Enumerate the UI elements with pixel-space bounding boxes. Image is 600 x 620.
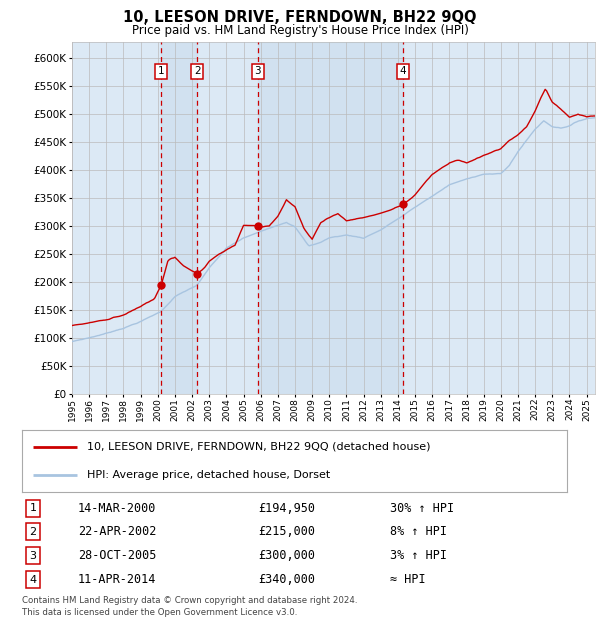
Text: £215,000: £215,000 xyxy=(258,525,315,538)
Text: 1: 1 xyxy=(158,66,164,76)
Text: 1: 1 xyxy=(29,503,37,513)
Text: 22-APR-2002: 22-APR-2002 xyxy=(78,525,157,538)
Text: 3: 3 xyxy=(254,66,261,76)
Text: £194,950: £194,950 xyxy=(258,502,315,515)
Text: Price paid vs. HM Land Registry's House Price Index (HPI): Price paid vs. HM Land Registry's House … xyxy=(131,24,469,37)
Text: 28-OCT-2005: 28-OCT-2005 xyxy=(78,549,157,562)
Text: Contains HM Land Registry data © Crown copyright and database right 2024.
This d: Contains HM Land Registry data © Crown c… xyxy=(22,596,358,617)
Text: ≈ HPI: ≈ HPI xyxy=(390,573,425,586)
Text: HPI: Average price, detached house, Dorset: HPI: Average price, detached house, Dors… xyxy=(88,470,331,480)
Text: 3% ↑ HPI: 3% ↑ HPI xyxy=(390,549,447,562)
Bar xyxy=(257,42,403,394)
Text: 11-APR-2014: 11-APR-2014 xyxy=(78,573,157,586)
Text: 4: 4 xyxy=(29,575,37,585)
Text: 14-MAR-2000: 14-MAR-2000 xyxy=(78,502,157,515)
Text: £300,000: £300,000 xyxy=(258,549,315,562)
Bar xyxy=(161,42,197,394)
Text: 10, LEESON DRIVE, FERNDOWN, BH22 9QQ (detached house): 10, LEESON DRIVE, FERNDOWN, BH22 9QQ (de… xyxy=(88,441,431,452)
Text: 4: 4 xyxy=(400,66,406,76)
Text: 10, LEESON DRIVE, FERNDOWN, BH22 9QQ: 10, LEESON DRIVE, FERNDOWN, BH22 9QQ xyxy=(123,10,477,25)
Text: 30% ↑ HPI: 30% ↑ HPI xyxy=(390,502,454,515)
Text: 2: 2 xyxy=(29,526,37,536)
Text: 2: 2 xyxy=(194,66,200,76)
Text: 8% ↑ HPI: 8% ↑ HPI xyxy=(390,525,447,538)
Text: £340,000: £340,000 xyxy=(258,573,315,586)
Text: 3: 3 xyxy=(29,551,37,560)
